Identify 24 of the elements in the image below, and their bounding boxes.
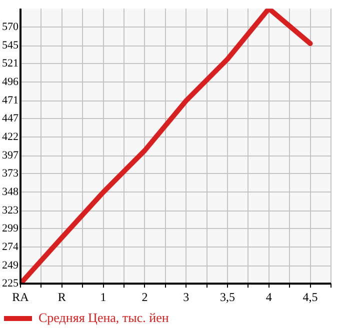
y-tick-label: 545 bbox=[2, 40, 19, 52]
x-tick-label: 4 bbox=[266, 290, 272, 304]
y-tick-label: 348 bbox=[2, 186, 19, 198]
y-tick-label: 397 bbox=[2, 150, 19, 162]
x-tick-label: RA bbox=[12, 290, 30, 304]
x-tick-label: 2 bbox=[142, 290, 148, 304]
y-tick-label: 496 bbox=[2, 76, 19, 88]
x-tick-label: 1 bbox=[100, 290, 106, 304]
x-tick-label: R bbox=[58, 290, 66, 304]
y-tick-label: 471 bbox=[2, 94, 18, 107]
legend-label: Средняя Цена, тыс. йен bbox=[38, 310, 169, 325]
y-tick-label: 373 bbox=[2, 167, 19, 180]
y-tick-label: 422 bbox=[2, 131, 18, 144]
y-tick-label: 225 bbox=[2, 277, 19, 290]
x-tick-label: 4,5 bbox=[302, 290, 318, 304]
y-tick-label: 299 bbox=[2, 222, 19, 234]
y-tick-label: 570 bbox=[2, 21, 19, 34]
y-tick-label: 521 bbox=[2, 57, 18, 70]
y-tick-label: 323 bbox=[2, 204, 19, 217]
x-tick-label: 3 bbox=[183, 290, 190, 304]
y-tick-label: 274 bbox=[2, 241, 19, 254]
x-tick-label: 3,5 bbox=[220, 290, 235, 304]
y-tick-label: 447 bbox=[2, 112, 19, 124]
y-tick-label: 249 bbox=[2, 260, 19, 272]
